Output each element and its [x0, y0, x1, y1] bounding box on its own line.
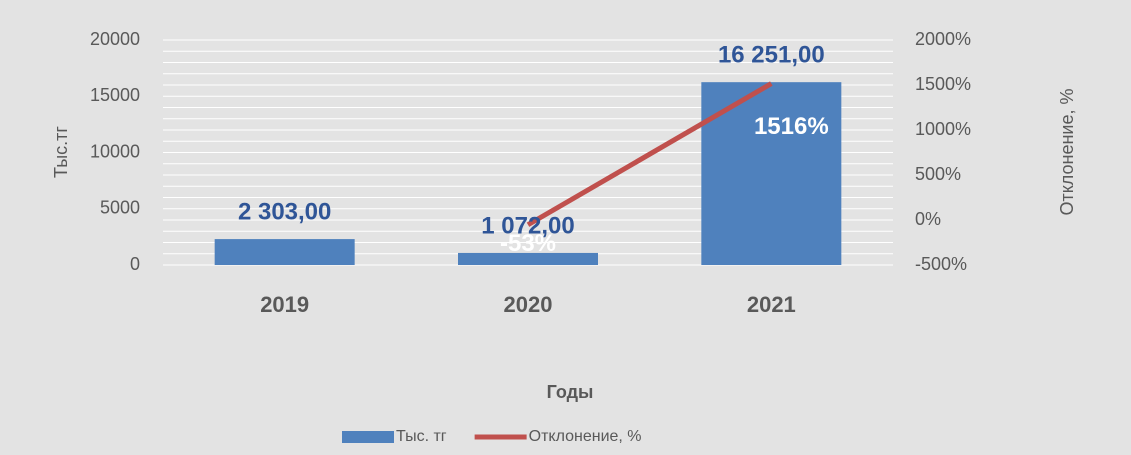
y2-axis-title: Отклонение, %	[1057, 88, 1077, 215]
y2-tick-label: 500%	[915, 164, 961, 184]
legend-swatch	[342, 431, 394, 443]
x-tick-label: 2021	[747, 292, 796, 317]
x-tick-label: 2019	[260, 292, 309, 317]
legend-label: Тыс. тг	[396, 428, 447, 445]
bar	[458, 252, 598, 265]
legend-label: Отклонение, %	[529, 428, 642, 445]
bar-value-label: 1 072,00	[481, 212, 574, 239]
y2-tick-label: 0%	[915, 209, 941, 229]
line-value-label: 1516%	[754, 113, 829, 140]
y-tick-label: 15000	[90, 85, 140, 105]
y2-tick-label: 2000%	[915, 29, 971, 49]
bar-value-label: 2 303,00	[238, 198, 331, 225]
y2-tick-label: -500%	[915, 254, 967, 274]
line	[526, 81, 773, 227]
y-tick-label: 0	[130, 254, 140, 274]
y2-tick-label: 1000%	[915, 119, 971, 139]
y2-tick-label: 1500%	[915, 74, 971, 94]
bar-value-label: 16 251,00	[718, 42, 825, 69]
x-axis-title: Годы	[547, 382, 594, 402]
y-axis-title: Тыс.тг	[51, 126, 71, 178]
x-tick-label: 2020	[504, 292, 553, 317]
bar	[214, 239, 355, 265]
y-tick-label: 5000	[100, 198, 140, 218]
y-tick-label: 20000	[90, 29, 140, 49]
line-value-label: -53%	[500, 230, 556, 257]
y-tick-label: 10000	[90, 141, 140, 161]
